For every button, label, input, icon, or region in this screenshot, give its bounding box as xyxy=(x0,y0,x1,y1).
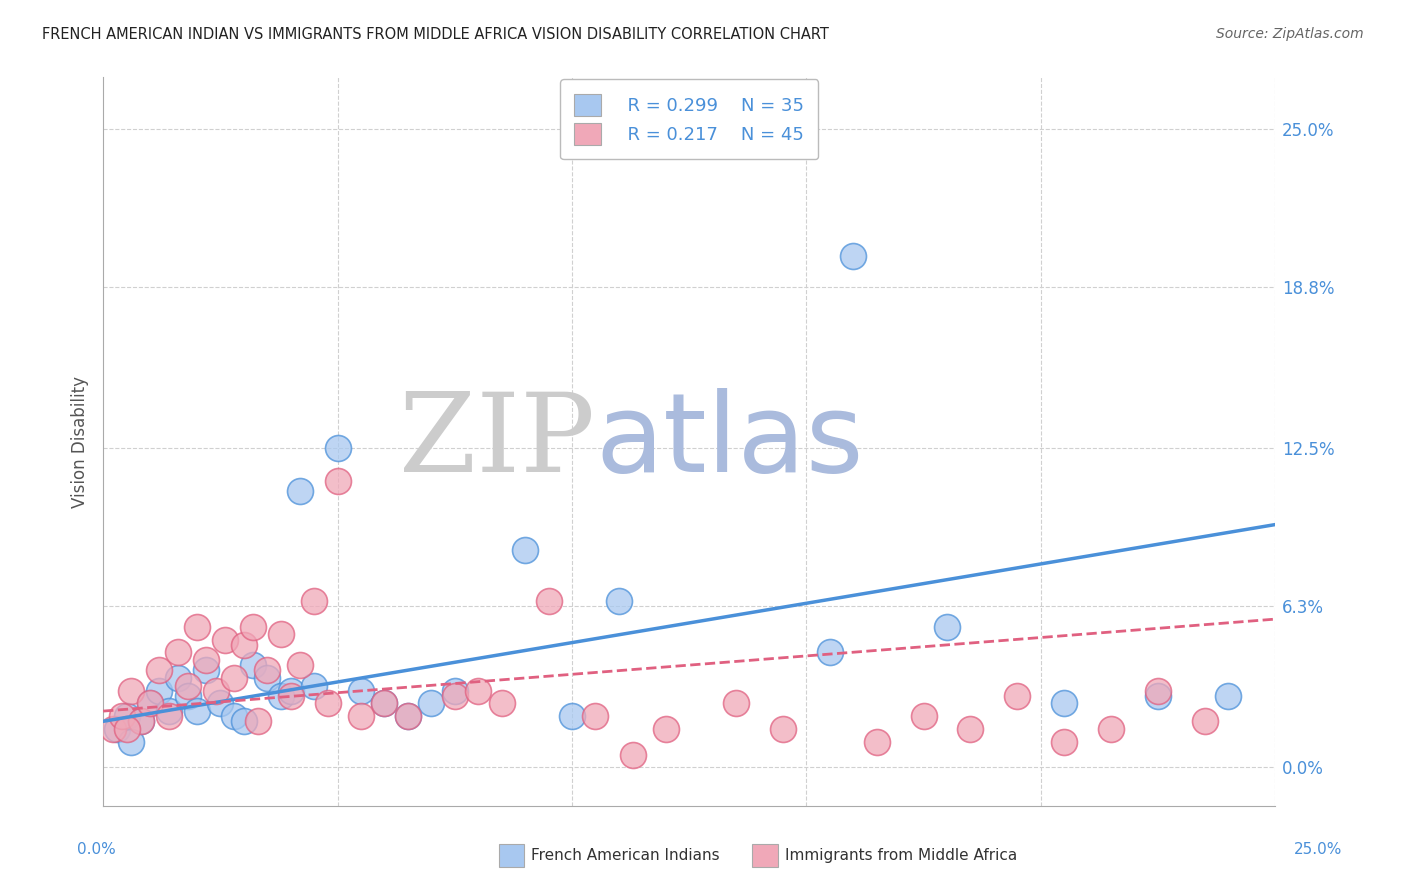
Point xyxy=(1147,689,1170,703)
Point xyxy=(583,709,606,723)
Point xyxy=(176,679,198,693)
Point xyxy=(772,722,794,736)
Point xyxy=(350,709,373,723)
Point xyxy=(420,697,443,711)
Point xyxy=(195,653,218,667)
Y-axis label: Vision Disability: Vision Disability xyxy=(72,376,89,508)
Point xyxy=(1218,689,1240,703)
Point xyxy=(246,714,269,729)
Point xyxy=(157,709,180,723)
Point xyxy=(115,709,138,723)
Point xyxy=(148,683,170,698)
Point xyxy=(280,683,302,698)
Point xyxy=(818,645,841,659)
Point xyxy=(214,632,236,647)
Point xyxy=(607,594,630,608)
Point xyxy=(513,543,536,558)
Point xyxy=(1194,714,1216,729)
Legend:   R = 0.299    N = 35,   R = 0.217    N = 45: R = 0.299 N = 35, R = 0.217 N = 45 xyxy=(560,79,818,160)
Text: FRENCH AMERICAN INDIAN VS IMMIGRANTS FROM MIDDLE AFRICA VISION DISABILITY CORREL: FRENCH AMERICAN INDIAN VS IMMIGRANTS FRO… xyxy=(42,27,830,42)
Point xyxy=(115,722,138,736)
Text: atlas: atlas xyxy=(595,388,863,495)
Point xyxy=(242,620,264,634)
Point xyxy=(129,714,152,729)
Point xyxy=(491,697,513,711)
Point xyxy=(373,697,395,711)
Point xyxy=(224,671,246,685)
Text: Immigrants from Middle Africa: Immigrants from Middle Africa xyxy=(785,848,1017,863)
Text: French American Indians: French American Indians xyxy=(531,848,720,863)
Point xyxy=(139,697,162,711)
Point xyxy=(866,735,889,749)
Point xyxy=(1007,689,1029,703)
Point xyxy=(1053,735,1076,749)
Point xyxy=(561,709,583,723)
Point xyxy=(280,689,302,703)
Point xyxy=(232,714,254,729)
Point xyxy=(167,645,190,659)
Point xyxy=(1147,683,1170,698)
Point xyxy=(1053,697,1076,711)
Point xyxy=(725,697,748,711)
Point xyxy=(101,722,124,736)
Point xyxy=(316,697,339,711)
Point xyxy=(186,620,208,634)
Point xyxy=(139,697,162,711)
Point xyxy=(621,747,644,762)
Point xyxy=(467,683,489,698)
Point xyxy=(105,722,128,736)
Point xyxy=(912,709,935,723)
Point xyxy=(654,722,676,736)
Point xyxy=(302,594,325,608)
Point xyxy=(270,689,292,703)
Point xyxy=(256,663,278,677)
Point xyxy=(537,594,560,608)
Point xyxy=(224,709,246,723)
Text: ZIP: ZIP xyxy=(399,388,595,495)
Point xyxy=(111,709,134,723)
Point xyxy=(326,441,349,455)
Point xyxy=(232,638,254,652)
Point xyxy=(842,249,865,263)
Point xyxy=(443,683,465,698)
Point xyxy=(373,697,395,711)
Point xyxy=(129,714,152,729)
Point xyxy=(209,697,232,711)
Point xyxy=(396,709,419,723)
Point xyxy=(959,722,981,736)
Point xyxy=(148,663,170,677)
Point xyxy=(256,671,278,685)
Text: 0.0%: 0.0% xyxy=(77,842,117,856)
Point xyxy=(270,627,292,641)
Point xyxy=(120,683,142,698)
Point xyxy=(443,689,465,703)
Point xyxy=(350,683,373,698)
Text: 25.0%: 25.0% xyxy=(1295,842,1343,856)
Point xyxy=(157,704,180,718)
Point xyxy=(936,620,959,634)
Point xyxy=(204,683,226,698)
Point xyxy=(288,658,311,673)
Point xyxy=(120,735,142,749)
Point xyxy=(176,689,198,703)
Point xyxy=(167,671,190,685)
Point xyxy=(186,704,208,718)
Point xyxy=(326,474,349,488)
Point xyxy=(302,679,325,693)
Text: Source: ZipAtlas.com: Source: ZipAtlas.com xyxy=(1216,27,1364,41)
Point xyxy=(396,709,419,723)
Point xyxy=(195,663,218,677)
Point xyxy=(1099,722,1122,736)
Point xyxy=(288,484,311,499)
Point xyxy=(242,658,264,673)
